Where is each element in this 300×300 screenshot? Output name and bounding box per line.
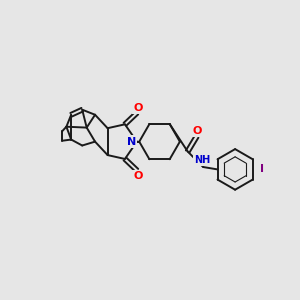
Text: N: N	[127, 136, 136, 147]
Text: O: O	[134, 103, 143, 112]
Text: I: I	[260, 164, 264, 174]
Text: O: O	[134, 103, 143, 112]
Text: I: I	[260, 164, 264, 174]
Text: O: O	[193, 126, 202, 136]
Text: N: N	[127, 136, 136, 146]
Text: O: O	[193, 126, 202, 136]
Text: NH: NH	[194, 155, 210, 166]
Text: O: O	[134, 171, 143, 181]
Text: NH: NH	[194, 155, 210, 166]
Text: O: O	[134, 171, 143, 181]
